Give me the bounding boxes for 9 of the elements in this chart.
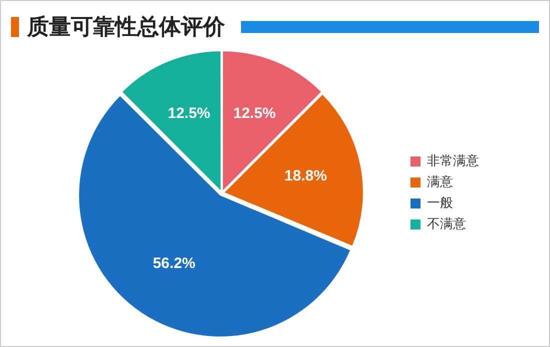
legend-label: 非常满意 — [427, 154, 479, 169]
legend-label: 一般 — [427, 196, 453, 211]
data-label: 56.2% — [152, 255, 196, 272]
legend-label: 不满意 — [427, 216, 466, 232]
data-label: 12.5% — [233, 105, 276, 122]
legend-label: 满意 — [427, 174, 453, 190]
data-label: 18.8% — [284, 168, 327, 185]
data-label: 12.5% — [168, 105, 210, 122]
chart-title: 质量可靠性总体评价 — [27, 14, 225, 42]
